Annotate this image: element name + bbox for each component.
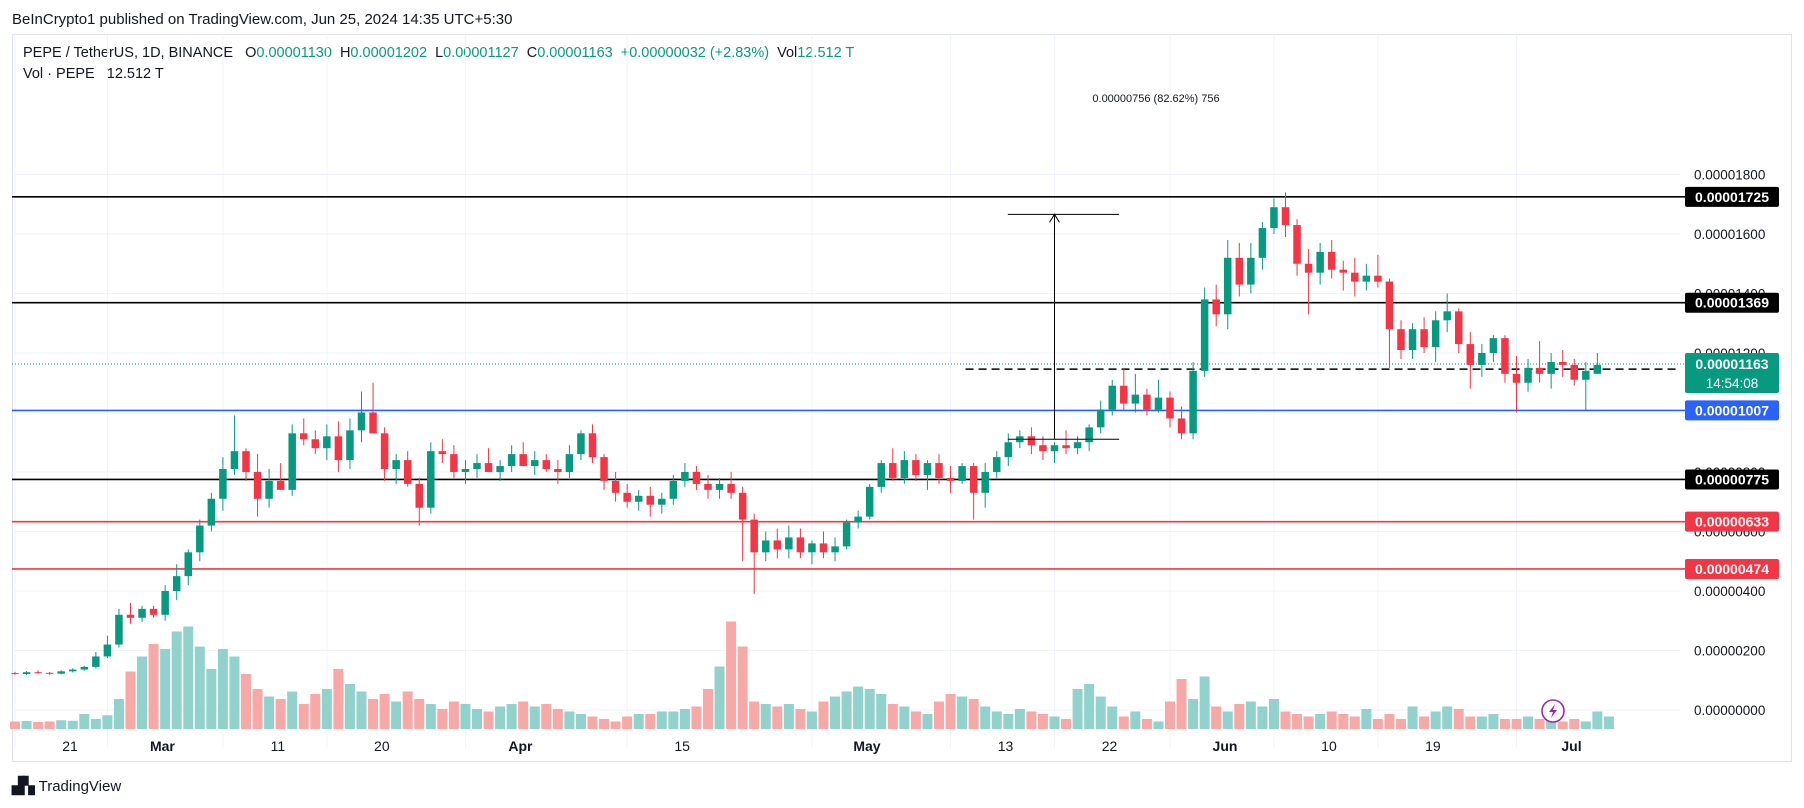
vol-value: 12.512 T [797,45,855,61]
publisher-caption: BeInCrypto1 published on TradingView.com… [12,11,513,28]
symbol-legend: PEPE / TetherUS, 1D, BINANCE O0.00001130… [23,45,854,61]
volume-indicator-value: 12.512 T [106,66,164,82]
high-value: 0.00001202 [350,45,428,61]
open-value: 0.00001130 [256,45,332,61]
volume-indicator-label[interactable]: Vol · PEPE [23,66,95,82]
high-label: H [339,45,351,61]
open-label: O [245,45,257,61]
close-value: 0.00001163 [537,45,613,61]
low-label: L [435,45,444,61]
close-label: C [526,45,538,61]
vol-label: Vol [777,45,798,61]
tradingview-logo-icon: ▟▚ [12,778,35,795]
low-value: 0.00001127 [443,45,519,61]
volume-legend: Vol · PEPE 12.512 T [23,66,164,82]
tradingview-brand: TradingView [38,777,122,795]
symbol-name[interactable]: PEPE / TetherUS, 1D, BINANCE [23,45,234,61]
change-value: +0.00000032 (+2.83%) [620,45,770,61]
footer: ▟▚ TradingView [12,776,121,796]
chart-frame [12,34,1792,762]
